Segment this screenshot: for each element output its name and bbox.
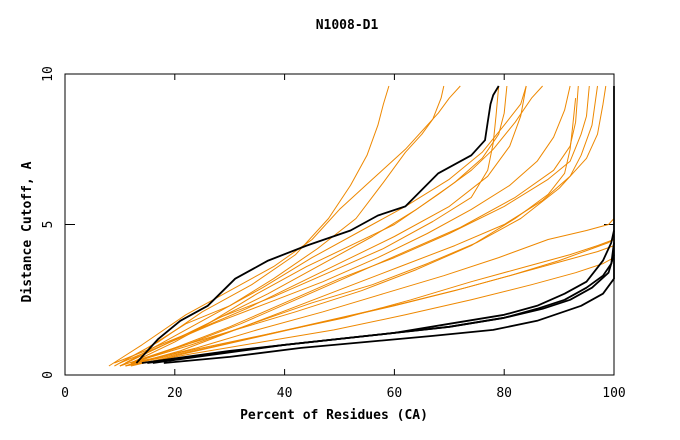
y-axis-label: Distance Cutoff, A xyxy=(20,161,35,302)
series-line-orange xyxy=(119,85,543,367)
series-line-orange xyxy=(114,85,445,367)
x-tick-label: 80 xyxy=(496,386,512,401)
y-tick-label: 5 xyxy=(41,221,56,229)
x-axis-label: Percent of Residues (CA) xyxy=(240,408,428,423)
x-tick-label: 0 xyxy=(61,386,69,401)
series-line-orange xyxy=(130,85,500,364)
series-line-orange xyxy=(125,85,527,364)
x-tick-label: 20 xyxy=(167,386,183,401)
series-line-orange xyxy=(136,218,615,364)
series-line-orange xyxy=(119,98,577,367)
series-line-black xyxy=(141,230,615,364)
series-line-orange xyxy=(130,239,615,367)
y-tick-label: 10 xyxy=(41,66,56,82)
series-line-orange xyxy=(125,257,615,367)
plot-area: 0 20 40 60 80 100 0 5 10 xyxy=(41,66,626,401)
series-line-orange xyxy=(130,239,615,364)
chart-title: N1008-D1 xyxy=(316,18,379,33)
series-line-orange xyxy=(136,245,615,364)
series-line-black xyxy=(135,85,500,364)
series-line-orange xyxy=(119,85,390,364)
series-line-black xyxy=(163,86,615,364)
x-tick-label: 40 xyxy=(277,386,293,401)
plot-frame xyxy=(64,73,615,376)
series-line-orange xyxy=(119,85,571,364)
y-tick-label: 0 xyxy=(41,371,56,379)
series-line-orange xyxy=(125,85,590,367)
x-tick-label: 60 xyxy=(387,386,403,401)
x-tick-label: 100 xyxy=(602,386,625,401)
series-line-orange xyxy=(108,85,461,367)
